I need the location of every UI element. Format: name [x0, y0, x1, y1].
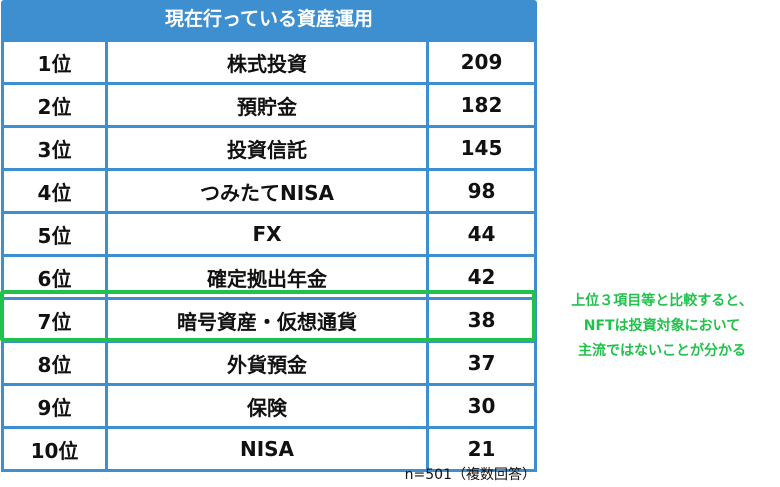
table-row: 5位 FX 44: [1, 214, 537, 257]
rank-cell: 1位: [4, 42, 108, 82]
count-cell: 38: [467, 308, 496, 332]
rank-cell: 4位: [4, 171, 108, 211]
count-cell: 44: [467, 222, 496, 246]
table-row: 3位 投資信託 145: [1, 128, 537, 171]
rank-cell: 7位: [4, 300, 108, 340]
count-cell: 145: [460, 136, 503, 160]
count-cell: 21: [467, 437, 496, 461]
item-cell: 外貨預金: [108, 343, 429, 383]
table-row: 2位 預貯金 182: [1, 85, 537, 128]
count-cell: 182: [460, 93, 503, 117]
item-cell: 確定拠出年金: [108, 257, 429, 297]
table-title: 現在行っている資産運用: [1, 0, 537, 39]
annotation-line: 主流ではないことが分かる: [578, 343, 746, 359]
rank-cell: 9位: [4, 386, 108, 426]
count-cell: 98: [467, 179, 496, 203]
item-cell: つみたてNISA: [108, 171, 429, 211]
annotation-note: 上位３項目等と比較すると、 NFTは投資対象において 主流ではないことが分かる: [548, 289, 776, 364]
item-cell: 株式投資: [108, 42, 429, 82]
rank-cell: 5位: [4, 214, 108, 254]
item-cell: NISA: [108, 429, 429, 469]
item-cell: 預貯金: [108, 85, 429, 125]
rank-cell: 10位: [4, 429, 108, 469]
table-row: 7位 暗号資産・仮想通貨 38: [1, 300, 537, 343]
count-cell: 209: [460, 50, 503, 74]
rank-cell: 3位: [4, 128, 108, 168]
table-row: 1位 株式投資 209: [1, 39, 537, 85]
table-row: 6位 確定拠出年金 42: [1, 257, 537, 300]
ranking-table: 現在行っている資産運用 1位 株式投資 209 2位 預貯金 182 3位 投資信託 145 4位…: [1, 0, 537, 472]
item-cell: 保険: [108, 386, 429, 426]
rank-cell: 6位: [4, 257, 108, 297]
item-cell: 投資信託: [108, 128, 429, 168]
annotation-line: 上位３項目等と比較すると、: [571, 293, 753, 309]
rank-cell: 8位: [4, 343, 108, 383]
count-cell: 37: [467, 351, 496, 375]
table-row: 10位 NISA 21: [1, 429, 537, 472]
annotation-line: NFTは投資対象において: [583, 318, 741, 334]
footnote: n=501（複数回答）: [404, 467, 536, 483]
table-row: 9位 保険 30: [1, 386, 537, 429]
table-row: 4位 つみたてNISA 98: [1, 171, 537, 214]
table-row: 8位 外貨預金 37: [1, 343, 537, 386]
rank-cell: 2位: [4, 85, 108, 125]
item-cell: FX: [108, 214, 429, 254]
count-cell: 30: [467, 394, 496, 418]
count-cell: 42: [467, 265, 496, 289]
table-body: 1位 株式投資 209 2位 預貯金 182 3位 投資信託 145 4位 つみたてNISA 98 5位…: [1, 39, 537, 472]
item-cell: 暗号資産・仮想通貨: [108, 300, 429, 340]
